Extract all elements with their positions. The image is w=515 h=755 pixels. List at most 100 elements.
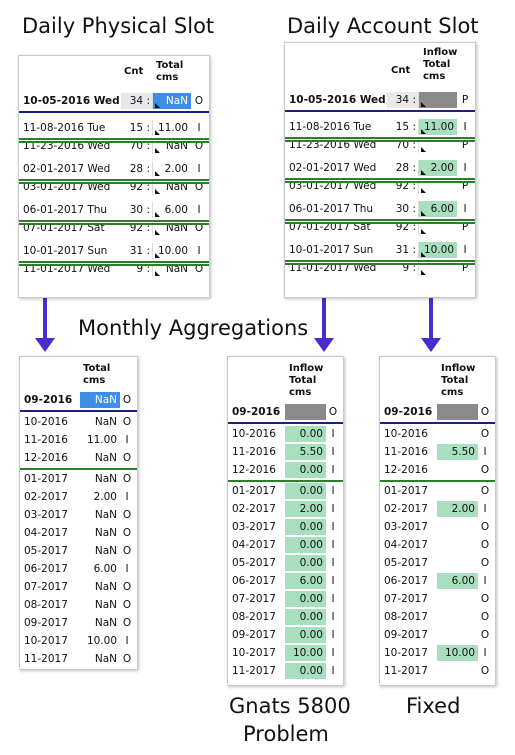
value-cell[interactable]: 0.00 <box>285 591 326 607</box>
table-row[interactable]: 09-2017 NaN O <box>20 614 137 632</box>
value-cell[interactable]: 11.00 <box>153 120 191 136</box>
table-row[interactable]: 03-2017 0.00 I <box>228 518 343 536</box>
table-row[interactable]: 06-01-2017 Thu 30 : 6.00 I <box>19 201 209 219</box>
count-cell[interactable]: 30 : <box>387 201 419 217</box>
value-cell[interactable] <box>437 627 478 643</box>
value-cell[interactable] <box>437 404 478 420</box>
table-row[interactable]: 02-2017 2.00 I <box>20 488 137 506</box>
table-row[interactable]: 07-2017 NaN O <box>20 578 137 596</box>
value-cell[interactable]: 5.50 <box>437 444 478 460</box>
table-row[interactable]: 11-23-2016 Wed 70 : NaN O <box>19 137 209 155</box>
table-row[interactable]: 11-01-2017 Wed 9 :P <box>285 259 475 277</box>
value-cell[interactable]: NaN <box>94 452 117 464</box>
value-cell[interactable] <box>285 404 326 420</box>
value-cell[interactable]: NaN <box>94 509 117 521</box>
value-cell[interactable] <box>419 219 457 235</box>
table-row[interactable]: 06-2017 6.00 I <box>20 560 137 578</box>
table-row[interactable]: 04-2017 0.00 I <box>228 536 343 554</box>
table-row[interactable]: 08-2017 NaN O <box>20 596 137 614</box>
value-cell[interactable]: 0.00 <box>285 609 326 625</box>
value-cell[interactable]: 6.00 <box>419 201 457 217</box>
count-cell[interactable]: 31 : <box>121 243 153 259</box>
value-cell[interactable]: 0.00 <box>285 663 326 679</box>
value-cell[interactable]: 10.00 <box>86 635 117 647</box>
table-row[interactable]: 05-2017 NaN O <box>20 542 137 560</box>
value-cell[interactable] <box>437 591 478 607</box>
table-row[interactable]: 11-2017 0.00 I <box>228 662 343 680</box>
table-row[interactable]: 11-08-2016 Tue 15 : 11.00 I <box>19 119 209 137</box>
table-row[interactable]: 10-2016 O <box>380 425 495 443</box>
value-cell[interactable] <box>419 178 457 194</box>
value-cell[interactable]: NaN <box>80 392 120 408</box>
value-cell[interactable] <box>437 483 478 499</box>
value-cell[interactable]: 2.00 <box>285 501 326 517</box>
table-row[interactable]: 12-2016 O <box>380 461 495 479</box>
value-cell[interactable]: 10.00 <box>437 645 478 661</box>
table-row[interactable]: 11-08-2016 Tue 15 : 11.00 I <box>285 118 475 136</box>
value-cell[interactable]: NaN <box>153 93 191 109</box>
count-cell[interactable]: 15 : <box>121 120 153 136</box>
value-cell[interactable] <box>437 537 478 553</box>
value-cell[interactable]: NaN <box>94 581 117 593</box>
value-cell[interactable]: 0.00 <box>285 483 326 499</box>
count-cell[interactable]: 34 : <box>121 93 153 109</box>
table-row[interactable]: 11-2016 5.50 I <box>380 443 495 461</box>
value-cell[interactable] <box>437 519 478 535</box>
value-cell[interactable]: 10.00 <box>419 242 457 258</box>
table-row[interactable]: 03-2017 NaN O <box>20 506 137 524</box>
table-row[interactable]: 09-2017 0.00 I <box>228 626 343 644</box>
table-row[interactable]: 10-2017 10.00 I <box>20 632 137 650</box>
value-cell[interactable]: 0.00 <box>285 519 326 535</box>
value-cell[interactable]: 11.00 <box>86 434 117 446</box>
value-cell[interactable]: 0.00 <box>285 426 326 442</box>
value-cell[interactable]: 0.00 <box>285 555 326 571</box>
value-cell[interactable]: NaN <box>94 416 117 428</box>
value-cell[interactable]: 2.00 <box>437 501 478 517</box>
table-row[interactable]: 12-2016 0.00 I <box>228 461 343 479</box>
table-row[interactable]: 11-2017 NaN O <box>20 650 137 668</box>
table-row[interactable]: 06-2017 6.00 I <box>380 572 495 590</box>
table-row[interactable]: 01-2017 0.00 I <box>228 482 343 500</box>
count-cell[interactable]: 31 : <box>387 242 419 258</box>
value-cell[interactable]: NaN <box>94 599 117 611</box>
table-row[interactable]: 08-2017 0.00 I <box>228 608 343 626</box>
value-cell[interactable]: 6.00 <box>437 573 478 589</box>
table-row[interactable]: 05-2017 O <box>380 554 495 572</box>
table-row[interactable]: 11-2016 11.00 I <box>20 431 137 449</box>
table-row[interactable]: 07-2017 O <box>380 590 495 608</box>
value-cell[interactable]: 5.50 <box>285 444 326 460</box>
value-cell[interactable] <box>437 555 478 571</box>
value-cell[interactable]: 10.00 <box>285 645 326 661</box>
table-row[interactable]: 10-2016 0.00 I <box>228 425 343 443</box>
value-cell[interactable]: 0.00 <box>285 462 326 478</box>
value-cell[interactable]: 2.00 <box>153 161 191 177</box>
selected-row[interactable]: 10-05-2016 Wed 34 : NaN O <box>19 92 209 110</box>
value-cell[interactable]: 2.00 <box>419 160 457 176</box>
count-cell[interactable]: 15 : <box>387 119 419 135</box>
value-cell[interactable]: NaN <box>94 473 117 485</box>
selected-row[interactable]: 09-2016 O <box>228 403 343 421</box>
table-row[interactable]: 02-2017 2.00 I <box>228 500 343 518</box>
value-cell[interactable] <box>419 92 457 108</box>
value-cell[interactable]: 0.00 <box>285 627 326 643</box>
table-row[interactable]: 09-2017 O <box>380 626 495 644</box>
table-row[interactable]: 06-01-2017 Thu 30 : 6.00 I <box>285 200 475 218</box>
value-cell[interactable]: 2.00 <box>93 491 117 503</box>
table-row[interactable]: 08-2017 O <box>380 608 495 626</box>
value-cell[interactable]: NaN <box>94 617 117 629</box>
value-cell[interactable]: NaN <box>94 545 117 557</box>
value-cell[interactable]: 6.00 <box>285 573 326 589</box>
table-row[interactable]: 05-2017 0.00 I <box>228 554 343 572</box>
value-cell[interactable] <box>437 663 478 679</box>
table-row[interactable]: 01-2017 NaN O <box>20 470 137 488</box>
count-cell[interactable]: 34 : <box>387 92 419 108</box>
value-cell[interactable]: NaN <box>94 527 117 539</box>
value-cell[interactable] <box>437 609 478 625</box>
value-cell[interactable] <box>437 462 478 478</box>
table-row[interactable]: 10-2016 NaN O <box>20 413 137 431</box>
count-cell[interactable]: 28 : <box>387 160 419 176</box>
table-row[interactable]: 07-01-2017 Sat 92 : NaN O <box>19 219 209 237</box>
table-row[interactable]: 02-01-2017 Wed 28 : 2.00 I <box>19 160 209 178</box>
value-cell[interactable]: NaN <box>94 653 117 665</box>
table-row[interactable]: 10-01-2017 Sun 31 : 10.00 I <box>285 241 475 259</box>
